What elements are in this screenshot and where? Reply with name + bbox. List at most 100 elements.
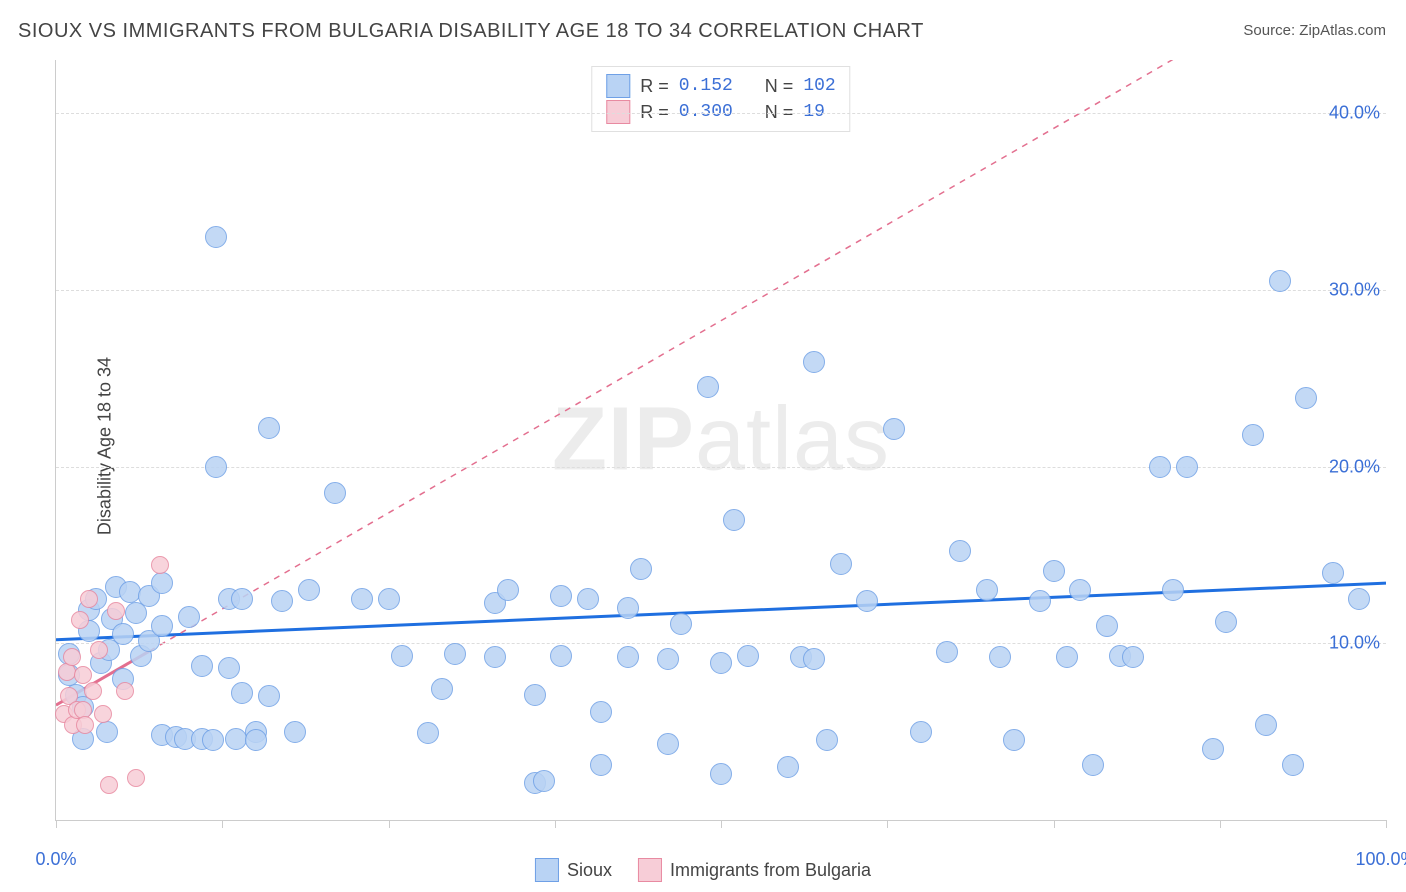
chart-title: SIOUX VS IMMIGRANTS FROM BULGARIA DISABI… — [18, 20, 924, 43]
data-point — [96, 721, 118, 743]
data-point — [1162, 579, 1184, 601]
data-point — [657, 648, 679, 670]
data-point — [577, 588, 599, 610]
data-point — [245, 729, 267, 751]
data-point — [617, 646, 639, 668]
data-point — [1215, 611, 1237, 633]
data-point — [550, 585, 572, 607]
data-point — [258, 417, 280, 439]
data-point — [1029, 590, 1051, 612]
plot-area: ZIPatlas R =0.152N =102R =0.300N = 19 10… — [55, 60, 1386, 821]
x-tick — [1220, 820, 1221, 828]
data-point — [205, 456, 227, 478]
data-point — [936, 641, 958, 663]
legend-row: R =0.152N =102 — [606, 73, 835, 99]
legend-n-value: 19 — [803, 99, 825, 125]
data-point — [1122, 646, 1144, 668]
data-point — [856, 590, 878, 612]
x-tick — [222, 820, 223, 828]
gridline — [56, 290, 1386, 291]
series-name: Sioux — [567, 860, 612, 881]
legend-n-label: N = — [765, 73, 794, 99]
data-point — [205, 226, 227, 248]
y-tick-label: 10.0% — [1329, 633, 1380, 654]
series-legend-item: Sioux — [535, 858, 612, 882]
data-point — [1003, 729, 1025, 751]
data-point — [84, 682, 102, 700]
gridline — [56, 643, 1386, 644]
data-point — [590, 754, 612, 776]
data-point — [989, 646, 1011, 668]
legend-n-label: N = — [765, 99, 794, 125]
data-point — [116, 682, 134, 700]
data-point — [737, 645, 759, 667]
data-point — [76, 716, 94, 734]
x-tick — [1386, 820, 1387, 828]
data-point — [74, 666, 92, 684]
data-point — [590, 701, 612, 723]
legend-row: R =0.300N = 19 — [606, 99, 835, 125]
x-tick — [721, 820, 722, 828]
source-prefix: Source: — [1243, 22, 1299, 39]
x-tick — [1054, 820, 1055, 828]
data-point — [1348, 588, 1370, 610]
x-tick — [887, 820, 888, 828]
data-point — [80, 590, 98, 608]
data-point — [178, 606, 200, 628]
legend-n-value: 102 — [803, 73, 835, 99]
data-point — [803, 648, 825, 670]
data-point — [1043, 560, 1065, 582]
source-link[interactable]: ZipAtlas.com — [1299, 22, 1386, 39]
data-point — [883, 418, 905, 440]
y-tick-label: 20.0% — [1329, 456, 1380, 477]
data-point — [378, 588, 400, 610]
data-point — [1282, 754, 1304, 776]
data-point — [976, 579, 998, 601]
stats-legend: R =0.152N =102R =0.300N = 19 — [591, 66, 850, 132]
data-point — [710, 763, 732, 785]
data-point — [298, 579, 320, 601]
legend-swatch — [606, 100, 630, 124]
data-point — [417, 722, 439, 744]
x-tick — [555, 820, 556, 828]
data-point — [1096, 615, 1118, 637]
data-point — [949, 540, 971, 562]
legend-swatch — [535, 858, 559, 882]
data-point — [524, 684, 546, 706]
data-point — [1176, 456, 1198, 478]
data-point — [723, 509, 745, 531]
data-point — [777, 756, 799, 778]
data-point — [1269, 270, 1291, 292]
data-point — [271, 590, 293, 612]
data-point — [71, 611, 89, 629]
series-legend-item: Immigrants from Bulgaria — [638, 858, 871, 882]
data-point — [391, 645, 413, 667]
data-point — [431, 678, 453, 700]
x-tick — [389, 820, 390, 828]
gridline — [56, 113, 1386, 114]
x-tick-label: 0.0% — [35, 849, 76, 870]
data-point — [231, 682, 253, 704]
data-point — [533, 770, 555, 792]
data-point — [231, 588, 253, 610]
legend-r-value: 0.152 — [679, 73, 733, 99]
data-point — [803, 351, 825, 373]
data-point — [497, 579, 519, 601]
data-point — [444, 643, 466, 665]
data-point — [657, 733, 679, 755]
legend-swatch — [638, 858, 662, 882]
data-point — [816, 729, 838, 751]
chart-container: SIOUX VS IMMIGRANTS FROM BULGARIA DISABI… — [0, 0, 1406, 892]
data-point — [151, 615, 173, 637]
legend-r-value: 0.300 — [679, 99, 733, 125]
data-point — [1202, 738, 1224, 760]
data-point — [1255, 714, 1277, 736]
data-point — [324, 482, 346, 504]
data-point — [484, 646, 506, 668]
data-point — [1056, 646, 1078, 668]
data-point — [100, 776, 118, 794]
data-point — [1242, 424, 1264, 446]
data-point — [225, 728, 247, 750]
data-point — [107, 602, 125, 620]
legend-swatch — [606, 74, 630, 98]
